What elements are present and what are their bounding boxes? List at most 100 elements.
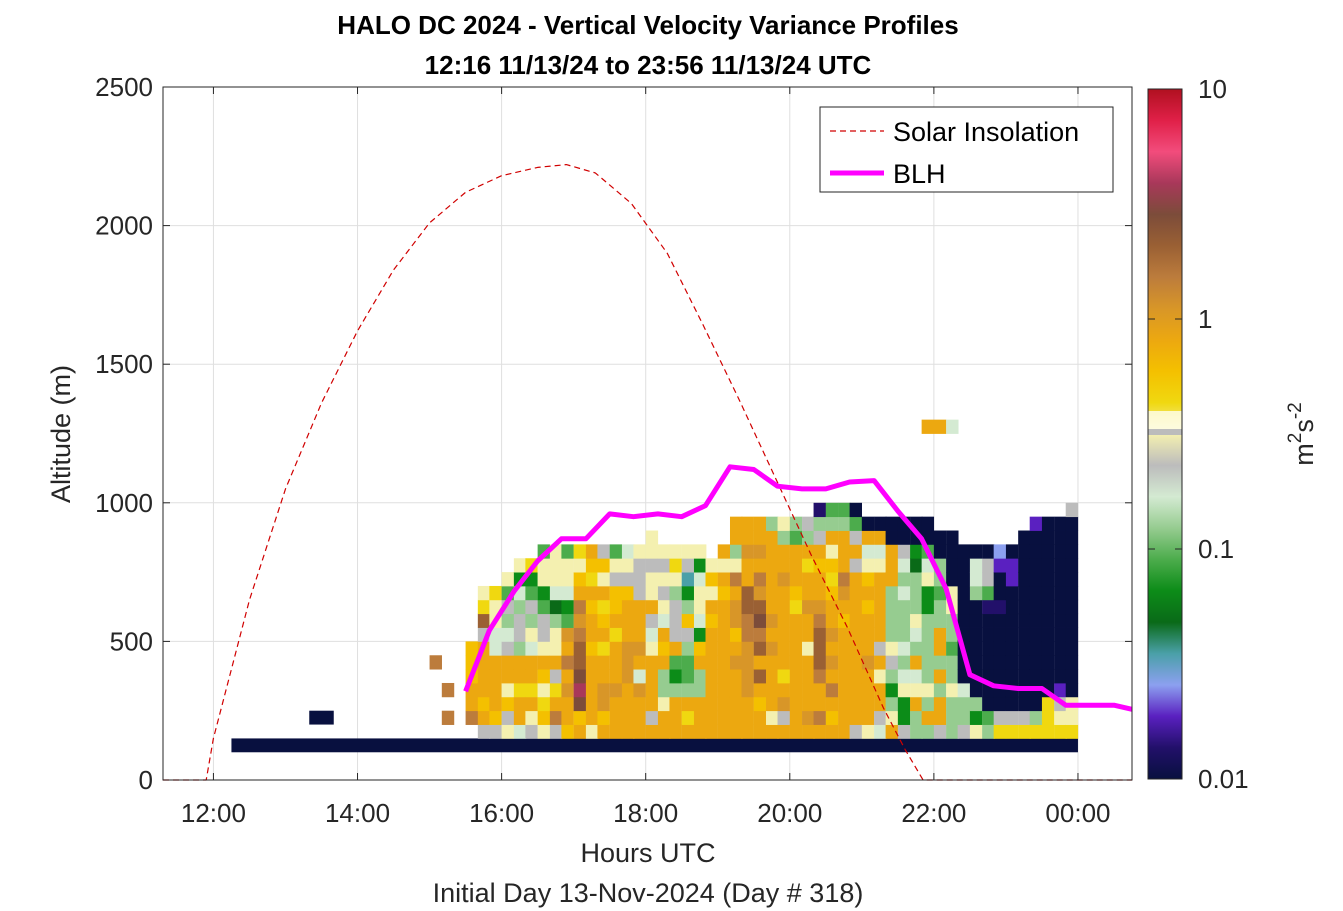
variance-cell-231 <box>669 655 682 670</box>
variance-cell-704 <box>1029 516 1043 531</box>
variance-cell-566 <box>921 572 935 587</box>
variance-cell-573 <box>933 710 947 725</box>
variance-cell-366 <box>777 627 790 642</box>
variance-cell-718 <box>1041 544 1055 559</box>
variance-cell-206 <box>645 599 659 615</box>
variance-cell-710 <box>1041 655 1055 670</box>
variance-cell-184 <box>633 710 646 725</box>
variance-cell-700 <box>1029 572 1043 587</box>
variance-cell-420 <box>813 544 826 559</box>
variance-cell-210 <box>645 544 659 559</box>
variance-cell-655 <box>993 599 1007 615</box>
variance-cell-240 <box>681 724 695 739</box>
variance-cell-737 <box>1065 724 1079 739</box>
variance-cell-4 <box>441 682 455 698</box>
variance-cell-713 <box>1041 613 1055 628</box>
variance-cell-125 <box>573 558 587 573</box>
variance-cell-527 <box>897 669 911 684</box>
variance-cell-475 <box>861 724 875 739</box>
variance-cell-603 <box>946 419 959 434</box>
variance-cell-359 <box>777 724 790 739</box>
variance-cell-519 <box>885 558 899 573</box>
variance-cell-451 <box>838 585 851 601</box>
variance-cell-336 <box>753 599 767 615</box>
variance-cell-742 <box>1065 655 1079 670</box>
variance-cell-303 <box>729 613 743 628</box>
variance-cell-409 <box>813 696 826 712</box>
variance-cell-564 <box>921 599 935 615</box>
variance-cell-151 <box>597 585 610 601</box>
variance-cell-213 <box>657 710 671 725</box>
variance-cell-236 <box>669 585 682 601</box>
blh-line <box>463 464 1133 712</box>
variance-cell-162 <box>609 627 623 642</box>
variance-cell-619 <box>969 710 983 725</box>
variance-cell-508 <box>885 710 899 725</box>
variance-cell-19 <box>477 613 491 628</box>
variance-cell-47 <box>513 696 527 712</box>
x-axis: 12:00 14:00 16:00 18:00 20:00 22:00 00:00 <box>181 87 1111 828</box>
variance-cell-255 <box>693 710 707 725</box>
variance-cell-457 <box>838 502 851 518</box>
variance-cell-751 <box>1065 530 1079 545</box>
variance-cell-298 <box>729 682 743 698</box>
variance-cell-661 <box>1005 710 1019 725</box>
variance-cell-185 <box>633 696 646 712</box>
variance-cell-239 <box>669 544 682 559</box>
variance-cell-702 <box>1029 544 1043 559</box>
variance-cell-588 <box>946 724 959 739</box>
variance-cell-293 <box>717 558 731 573</box>
variance-cell-722 <box>1054 710 1067 725</box>
variance-cell-542 <box>910 682 923 698</box>
variance-cell-217 <box>657 655 671 670</box>
series-lines <box>163 164 1133 781</box>
variance-cell-138 <box>585 572 599 587</box>
variance-cell-695 <box>1029 641 1043 656</box>
variance-cell-252 <box>681 558 695 573</box>
x-tick-label-1: 14:00 <box>325 798 390 828</box>
variance-cell-103 <box>561 669 574 684</box>
variance-cell-260 <box>693 641 707 656</box>
variance-cell-711 <box>1041 641 1055 656</box>
variance-cell-733 <box>1054 558 1067 573</box>
variance-cell-28 <box>489 641 502 656</box>
variance-cell-473 <box>849 516 862 531</box>
x-tick-label-4: 20:00 <box>757 798 822 828</box>
variance-cell-448 <box>838 627 851 642</box>
variance-cell-399 <box>802 613 815 628</box>
variance-cell-506 <box>874 516 887 531</box>
variance-cell-322 <box>741 572 754 587</box>
variance-cell-666 <box>1005 641 1019 656</box>
variance-cell-425 <box>825 710 839 725</box>
variance-cell-309 <box>729 530 743 545</box>
variance-cell-371 <box>777 558 790 573</box>
variance-cell-442 <box>838 710 851 725</box>
variance-cell-502 <box>874 572 887 587</box>
variance-cell-415 <box>813 613 826 628</box>
variance-cell-312 <box>741 710 754 725</box>
variance-cell-607 <box>957 682 971 698</box>
variance-cell-290 <box>717 599 731 615</box>
variance-cell-551 <box>910 558 923 573</box>
variance-cell-555 <box>921 724 935 739</box>
variance-cell-311 <box>741 724 754 739</box>
y-tick-label-4: 2000 <box>95 211 153 241</box>
variance-cell-301 <box>729 641 743 656</box>
variance-cell-122 <box>573 599 587 615</box>
variance-cell-612 <box>957 613 971 628</box>
variance-cell-696 <box>1029 627 1043 642</box>
variance-cell-51 <box>513 641 527 656</box>
variance-cell-296 <box>729 710 743 725</box>
variance-cell-522 <box>885 516 899 531</box>
variance-cell-650 <box>993 669 1007 684</box>
variance-cell-391 <box>802 724 815 739</box>
variance-cell-361 <box>777 696 790 712</box>
variance-cell-259 <box>693 655 707 670</box>
variance-cell-707 <box>1041 696 1055 712</box>
variance-cell-212 <box>657 724 671 739</box>
variance-cell-351 <box>766 613 779 628</box>
variance-cell-350 <box>766 627 779 642</box>
variance-cell-501 <box>874 585 887 601</box>
variance-cell-24 <box>489 696 502 712</box>
variance-cell-651 <box>993 655 1007 670</box>
